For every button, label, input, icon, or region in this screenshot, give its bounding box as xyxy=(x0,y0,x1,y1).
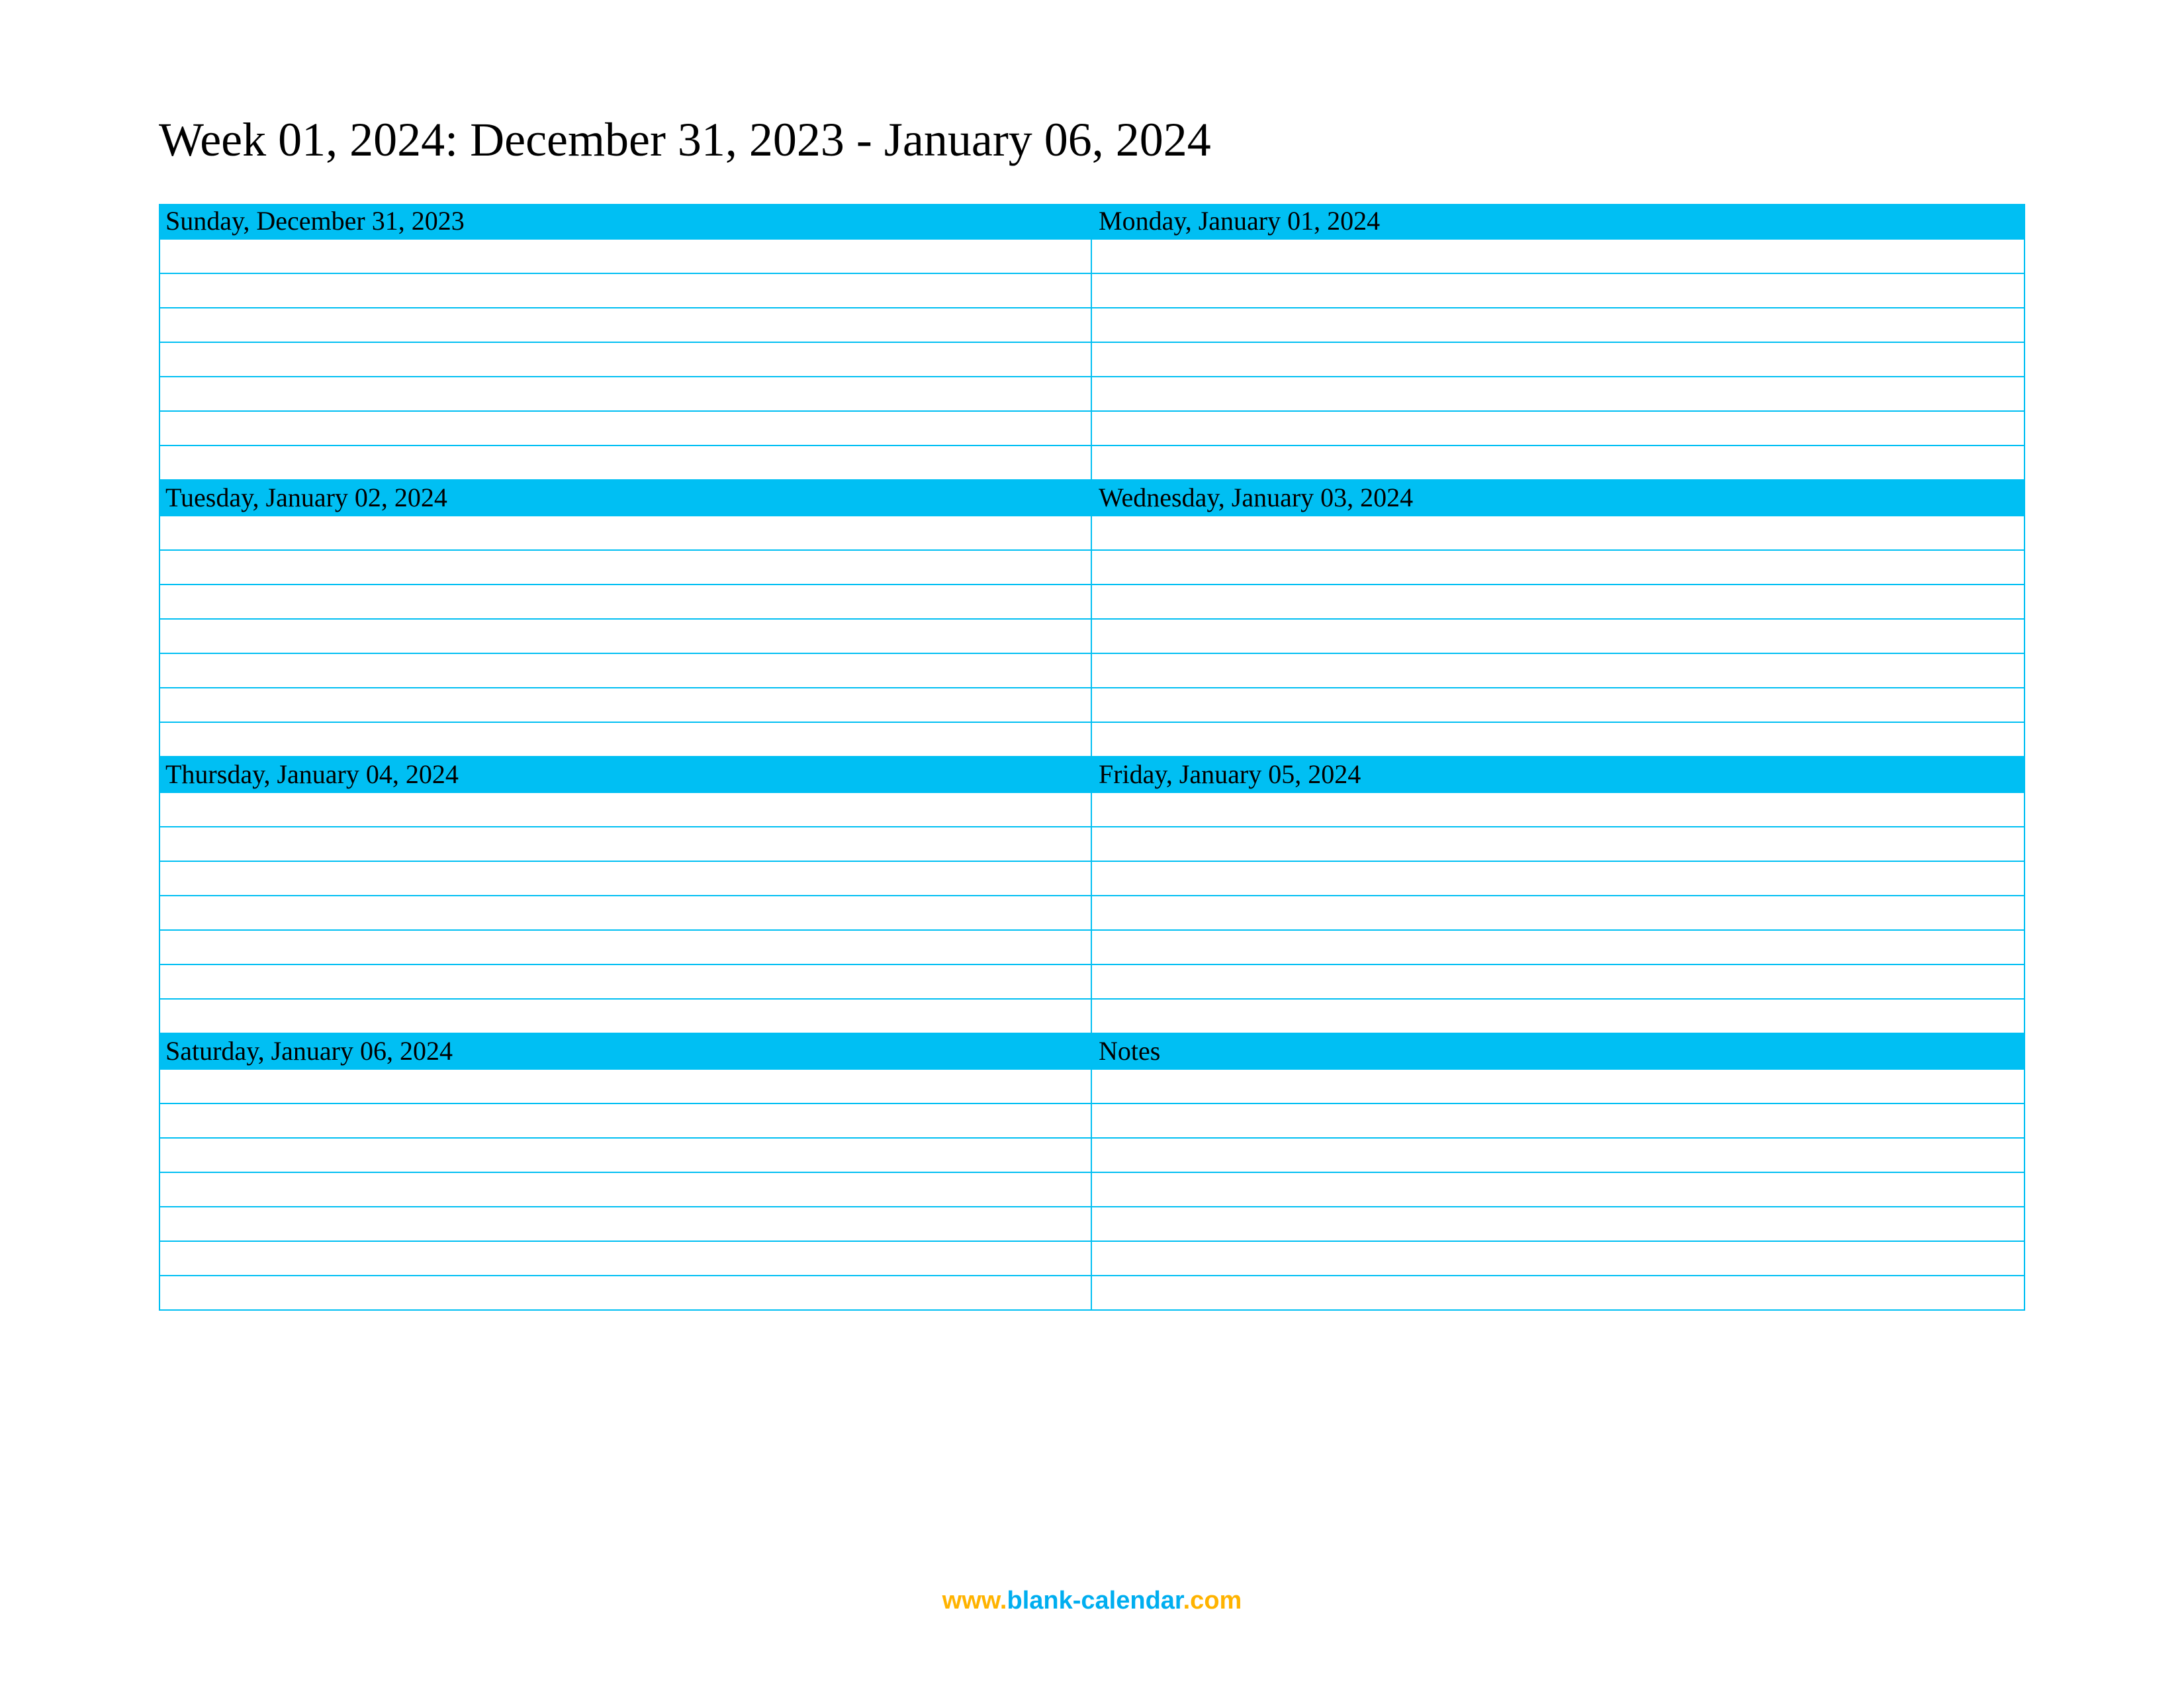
planner-line xyxy=(1092,723,2025,757)
planner-line xyxy=(159,1070,1092,1104)
planner-cell: Tuesday, January 02, 2024 xyxy=(159,481,1092,757)
planner-line xyxy=(159,620,1092,654)
planner-line xyxy=(159,446,1092,481)
planner-line xyxy=(1092,688,2025,723)
planner-line xyxy=(1092,446,2025,481)
planner-line xyxy=(159,793,1092,827)
planner-line xyxy=(159,274,1092,308)
planner-line xyxy=(1092,965,2025,1000)
planner-line xyxy=(159,1104,1092,1139)
planner-line xyxy=(159,551,1092,585)
footer-credit: www.blank-calendar.com xyxy=(0,1587,2184,1615)
footer-prefix: www. xyxy=(942,1587,1007,1615)
planner-line xyxy=(159,688,1092,723)
planner-line xyxy=(159,585,1092,620)
footer-domain: blank-calendar xyxy=(1007,1587,1183,1615)
planner-line xyxy=(1092,1173,2025,1207)
planner-line xyxy=(1092,585,2025,620)
planner-cell-header: Wednesday, January 03, 2024 xyxy=(1092,481,2025,516)
planner-line xyxy=(1092,862,2025,896)
planner-line xyxy=(1092,377,2025,412)
planner-line xyxy=(159,896,1092,931)
planner-line xyxy=(159,862,1092,896)
planner-cell-header: Sunday, December 31, 2023 xyxy=(159,204,1092,240)
page-title: Week 01, 2024: December 31, 2023 - Janua… xyxy=(159,113,2025,167)
planner-line xyxy=(159,1000,1092,1034)
planner-line xyxy=(1092,1139,2025,1173)
planner-line xyxy=(1092,1070,2025,1104)
planner-cell-header: Tuesday, January 02, 2024 xyxy=(159,481,1092,516)
planner-line xyxy=(159,1207,1092,1242)
planner-cell: Notes xyxy=(1092,1034,2025,1311)
planner-line xyxy=(1092,793,2025,827)
footer-suffix: .com xyxy=(1183,1587,1242,1615)
planner-line xyxy=(1092,896,2025,931)
planner-cell: Saturday, January 06, 2024 xyxy=(159,1034,1092,1311)
planner-line xyxy=(1092,240,2025,274)
planner-line xyxy=(159,343,1092,377)
planner-line xyxy=(1092,412,2025,446)
planner-line xyxy=(1092,1104,2025,1139)
planner-line xyxy=(1092,654,2025,688)
planner-line xyxy=(159,1173,1092,1207)
planner-line xyxy=(159,827,1092,862)
planner-line xyxy=(159,412,1092,446)
planner-line xyxy=(159,1139,1092,1173)
planner-line xyxy=(159,723,1092,757)
planner-line xyxy=(159,308,1092,343)
planner-line xyxy=(159,377,1092,412)
planner-line xyxy=(1092,1207,2025,1242)
planner-cell-header: Thursday, January 04, 2024 xyxy=(159,757,1092,793)
planner-cell-header: Saturday, January 06, 2024 xyxy=(159,1034,1092,1070)
planner-line xyxy=(1092,1242,2025,1276)
planner-cell-header: Monday, January 01, 2024 xyxy=(1092,204,2025,240)
planner-cell-header: Notes xyxy=(1092,1034,2025,1070)
planner-line xyxy=(159,965,1092,1000)
planner-line xyxy=(1092,827,2025,862)
planner-line xyxy=(1092,343,2025,377)
planner-line xyxy=(159,516,1092,551)
planner-line xyxy=(1092,551,2025,585)
planner-cell: Thursday, January 04, 2024 xyxy=(159,757,1092,1034)
planner-line xyxy=(1092,516,2025,551)
planner-cell: Monday, January 01, 2024 xyxy=(1092,204,2025,481)
planner-line xyxy=(1092,1276,2025,1311)
planner-line xyxy=(1092,308,2025,343)
planner-line xyxy=(1092,931,2025,965)
planner-line xyxy=(159,240,1092,274)
planner-line xyxy=(159,654,1092,688)
planner-line xyxy=(1092,1000,2025,1034)
planner-line xyxy=(159,1276,1092,1311)
planner-line xyxy=(159,931,1092,965)
planner-line xyxy=(1092,274,2025,308)
planner-line xyxy=(159,1242,1092,1276)
planner-cell: Sunday, December 31, 2023 xyxy=(159,204,1092,481)
planner-cell-header: Friday, January 05, 2024 xyxy=(1092,757,2025,793)
weekly-planner-grid: Sunday, December 31, 2023Monday, January… xyxy=(159,204,2025,1311)
planner-cell: Friday, January 05, 2024 xyxy=(1092,757,2025,1034)
planner-line xyxy=(1092,620,2025,654)
planner-cell: Wednesday, January 03, 2024 xyxy=(1092,481,2025,757)
